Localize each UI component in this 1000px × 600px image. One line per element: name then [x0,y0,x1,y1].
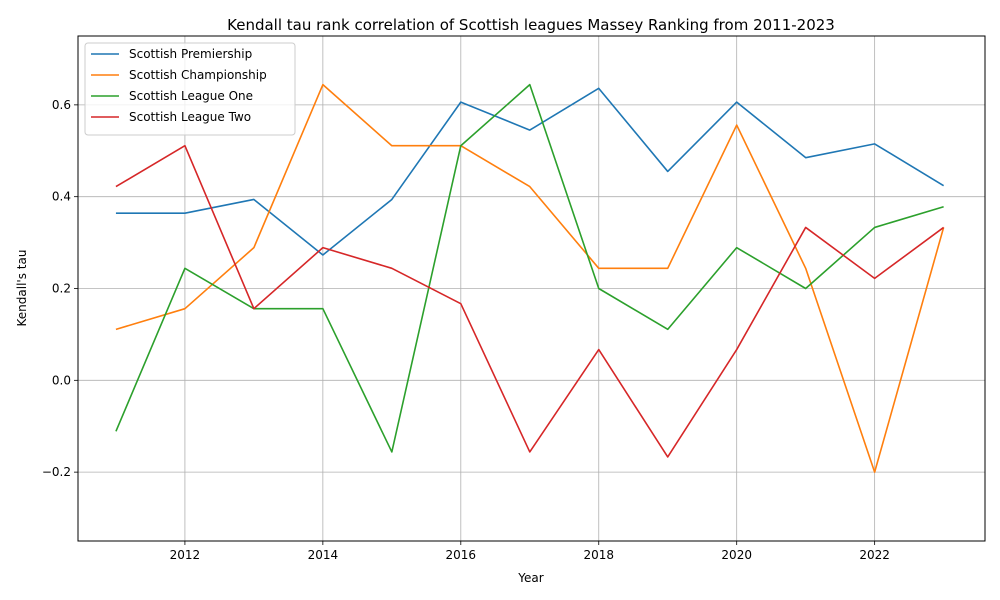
chart-title: Kendall tau rank correlation of Scottish… [227,16,835,34]
legend: Scottish Premiership Scottish Championshi… [84,42,296,136]
legend-entry: Scottish Premiership [129,47,252,61]
x-tick-label: 2014 [308,548,339,562]
series-line-4 [115,144,945,458]
legend-entry: Scottish League One [129,89,253,103]
y-tick-label: 0.2 [52,282,71,296]
x-tick-label: 2020 [721,548,752,562]
series-lines [115,83,945,473]
x-tick-label: 2022 [859,548,890,562]
y-tick-label: 0.6 [52,98,71,112]
y-tick-label: −0.2 [42,465,71,479]
x-axis-label: Year [517,571,543,585]
legend-box [84,42,296,136]
series-line-1 [115,87,945,256]
y-axis-label: Kendall's tau [15,250,29,327]
grid [78,36,985,541]
series-line-2 [115,83,945,473]
x-tick-label: 2016 [446,548,477,562]
x-axis-ticks: 2012 2014 2016 2018 2020 2022 [170,541,890,562]
legend-entry: Scottish Championship [129,68,267,82]
x-tick-label: 2018 [583,548,614,562]
x-tick-label: 2012 [170,548,201,562]
y-tick-label: 0.0 [52,373,71,387]
y-tick-label: 0.4 [52,190,71,204]
y-axis-ticks: −0.2 0.0 0.2 0.4 0.6 [42,98,78,479]
legend-entry: Scottish League Two [129,110,251,124]
